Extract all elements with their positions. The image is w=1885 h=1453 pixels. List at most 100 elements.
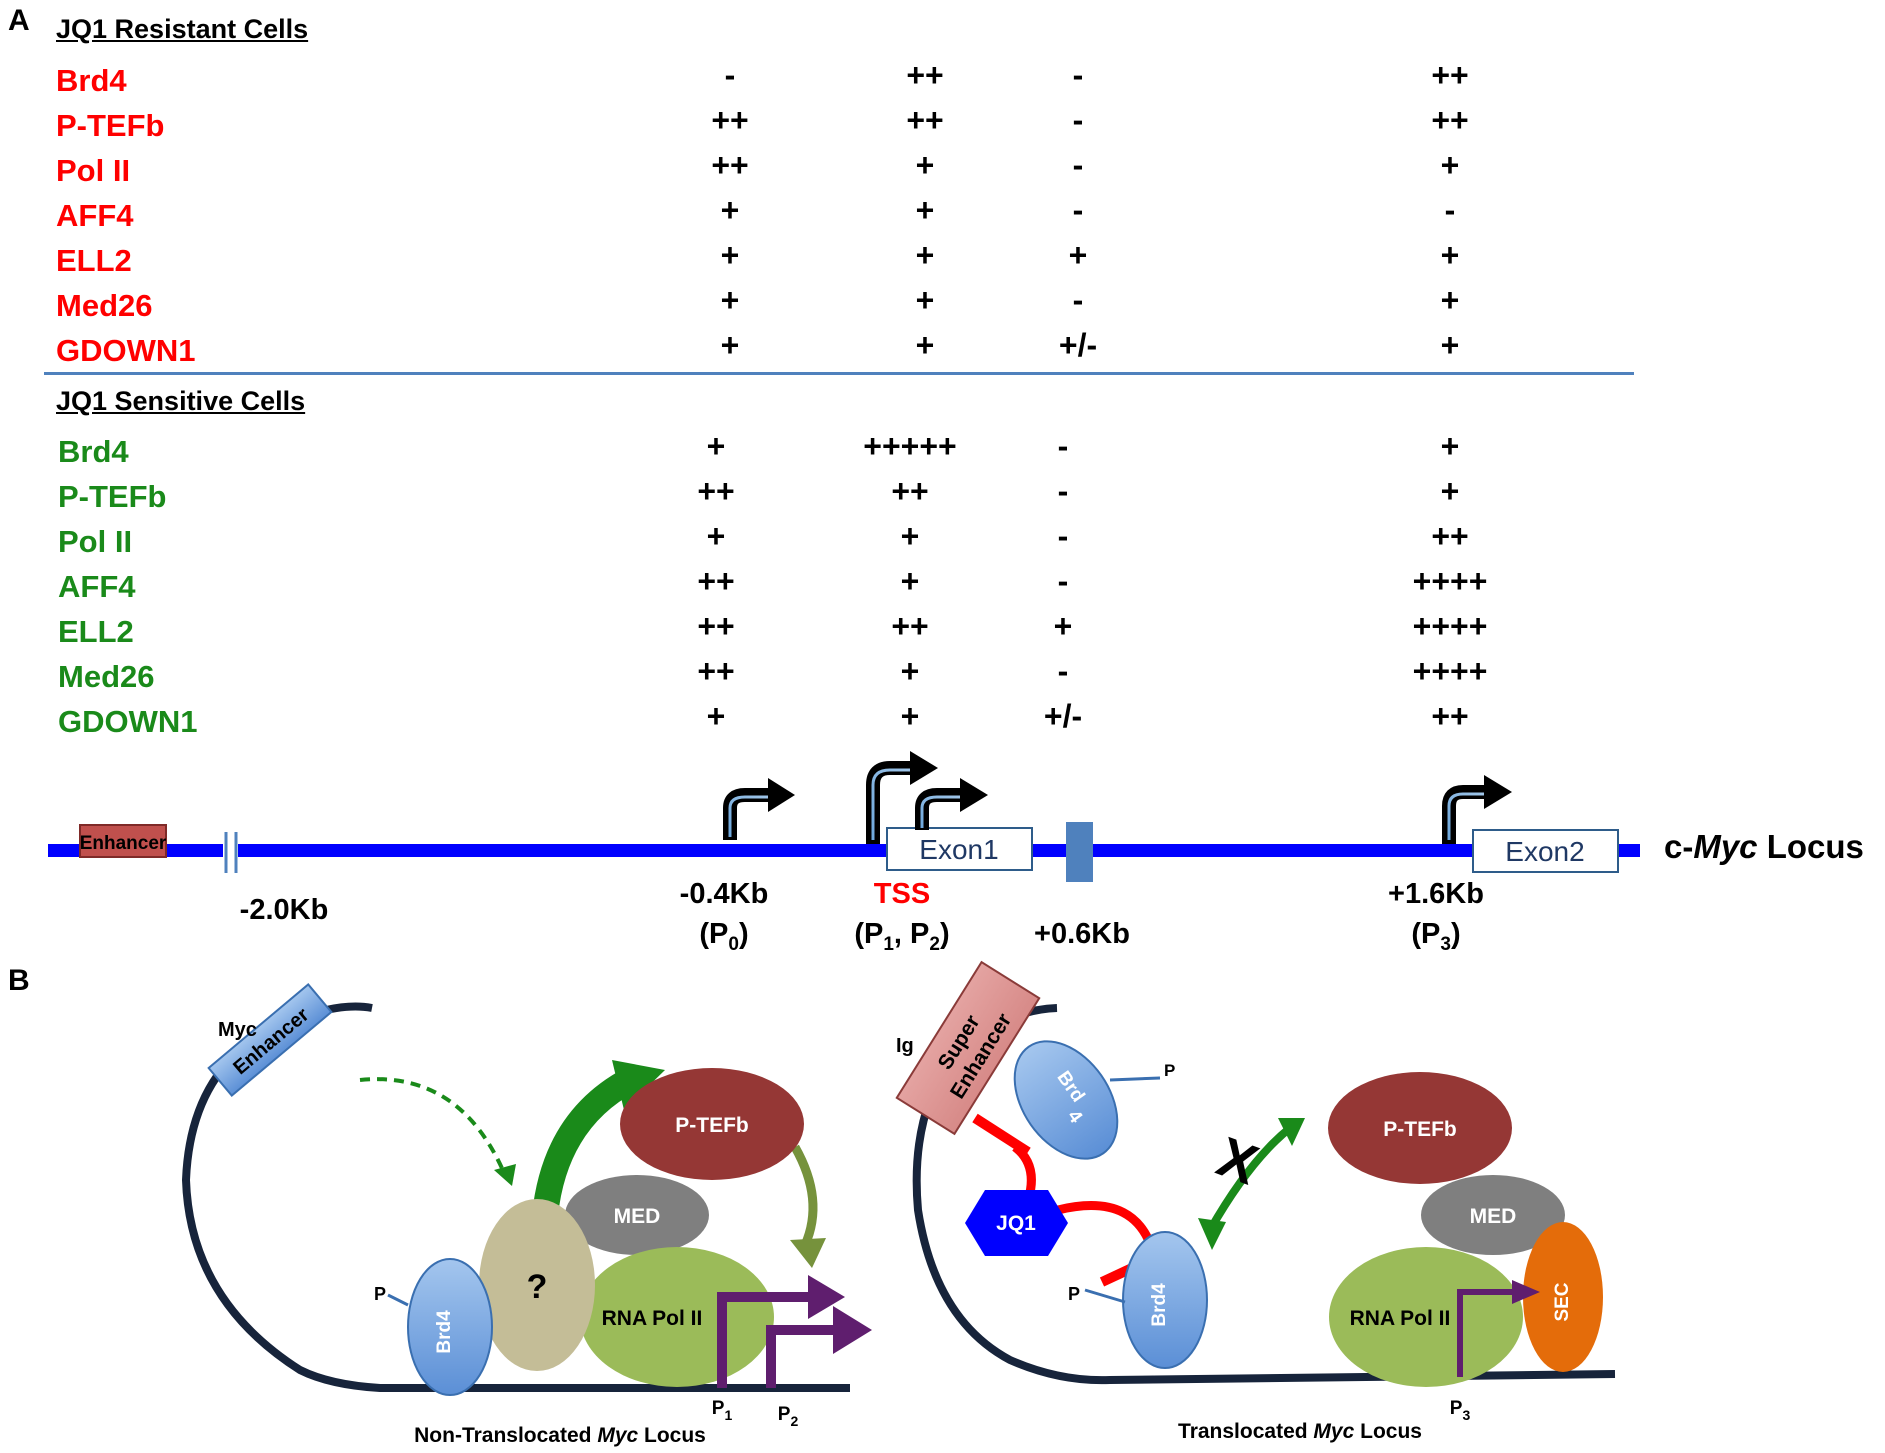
- right-brd4-label: Brd4: [1149, 1283, 1170, 1327]
- cell-p0: +: [720, 327, 740, 363]
- divider-line: [44, 372, 1634, 375]
- right-green-double-arrow: [1206, 1124, 1293, 1232]
- right-med-label: MED: [1470, 1205, 1517, 1228]
- left-olive-arrow: [791, 1144, 818, 1247]
- left-p2-arrow: [766, 1325, 835, 1388]
- right-ptefb: [1328, 1072, 1512, 1184]
- protein-label: Pol II: [58, 524, 133, 559]
- cell-p06: -: [1057, 653, 1069, 689]
- cell-p0: +: [706, 428, 726, 464]
- cell-tss: +++++: [863, 428, 957, 464]
- cell-p3: +: [1440, 428, 1460, 464]
- right-ptefb-label: P-TEFb: [1383, 1118, 1457, 1141]
- right-green-arrowhead-top: [1278, 1118, 1305, 1146]
- cell-tss: +: [900, 698, 920, 734]
- left-myc-label: Myc: [218, 1019, 257, 1041]
- protein-label: GDOWN1: [56, 333, 196, 368]
- right-jq1-label: JQ1: [996, 1212, 1036, 1235]
- left-ptefb: [620, 1068, 804, 1180]
- protein-label: ELL2: [58, 614, 134, 649]
- cell-p06: -: [1057, 473, 1069, 509]
- protein-label: AFF4: [58, 569, 136, 604]
- panel-a-letter: A: [8, 4, 30, 37]
- protein-label: Med26: [58, 659, 155, 694]
- cell-tss: +: [900, 518, 920, 554]
- cell-p0: +: [720, 237, 740, 273]
- cell-p3: ++: [1431, 518, 1469, 554]
- cell-p06: +/-: [1058, 327, 1098, 363]
- right-super-enhancer: Super Enhancer: [895, 960, 1041, 1136]
- left-p1-arrow: [717, 1292, 810, 1388]
- cell-p3: -: [1444, 192, 1456, 228]
- protein-label: ELL2: [56, 243, 132, 278]
- cell-p06: -: [1072, 192, 1084, 228]
- exon1-box: [886, 827, 1033, 871]
- cell-p0: ++: [697, 563, 735, 599]
- cell-tss: +: [915, 327, 935, 363]
- left-brd4-label: Brd4: [434, 1310, 455, 1354]
- right-inhibit-bar-top: [972, 1113, 1031, 1157]
- cell-tss: +: [900, 653, 920, 689]
- right-p3-label: P3: [1450, 1398, 1471, 1423]
- cell-p3: ++: [1431, 102, 1469, 138]
- right-green-arrowhead-bottom: [1198, 1218, 1226, 1250]
- myc-locus-diagram: Enhancer Exon1 Exon2: [48, 751, 1640, 882]
- right-sec-label: SEC: [1552, 1282, 1573, 1321]
- cell-p06: -: [1072, 102, 1084, 138]
- pos-minus2: -2.0Kb: [239, 894, 329, 926]
- protein-label: Brd4: [56, 63, 127, 98]
- right-med: [1421, 1175, 1565, 1255]
- right-phospho-label: P: [1068, 1284, 1080, 1304]
- cell-p06: +/-: [1043, 698, 1083, 734]
- resistant-title: JQ1 Resistant Cells: [56, 14, 309, 44]
- left-unknown-label: ?: [527, 1268, 548, 1306]
- right-p3-arrowhead: [1512, 1280, 1540, 1304]
- cell-p3: +: [1440, 473, 1460, 509]
- pos-p0: -0.4Kb (P0): [679, 878, 769, 955]
- cell-tss: +: [915, 282, 935, 318]
- arrow-p3-icon: [1442, 775, 1512, 844]
- left-green-arrowhead: [612, 1060, 665, 1110]
- cell-p3: ++++: [1412, 563, 1488, 599]
- right-phospho-top-line: [1109, 1076, 1161, 1082]
- cell-p06: -: [1072, 282, 1084, 318]
- cell-p3: +: [1440, 327, 1460, 363]
- cell-p3: +: [1440, 282, 1460, 318]
- protein-label: Pol II: [56, 153, 131, 188]
- enhancer-box: [79, 824, 167, 858]
- cell-p0: ++: [711, 102, 749, 138]
- cell-p0: +: [706, 518, 726, 554]
- panel-b-diagram: Enhancer Myc P-TEFb MED RNA Pol II ? Brd…: [181, 960, 1616, 1447]
- protein-label: Med26: [56, 288, 153, 323]
- pos-p3: +1.6Kb (P3): [1388, 878, 1484, 955]
- left-phospho-label: P: [374, 1284, 386, 1304]
- cell-p3: ++: [1431, 698, 1469, 734]
- right-brd4-top: [1013, 1040, 1119, 1160]
- cell-p0: +: [720, 192, 740, 228]
- cell-p3: ++: [1431, 57, 1469, 93]
- right-p3-arrow: [1457, 1289, 1515, 1377]
- cell-p06: -: [1072, 57, 1084, 93]
- left-ptefb-label: P-TEFb: [675, 1114, 749, 1137]
- cell-tss: ++: [891, 608, 929, 644]
- cell-p0: +: [706, 698, 726, 734]
- cell-p3: +: [1440, 237, 1460, 273]
- cell-p0: +: [720, 282, 740, 318]
- left-rnapol-label: RNA Pol II: [602, 1307, 703, 1330]
- left-p1-arrowhead: [808, 1275, 845, 1319]
- left-olive-arrowhead: [790, 1238, 826, 1268]
- pos-tss: TSS (P1, P2): [854, 878, 950, 955]
- cell-p0: ++: [697, 653, 735, 689]
- marker-p06: [1066, 822, 1093, 882]
- exon2-box: [1472, 829, 1619, 873]
- protein-label: AFF4: [56, 198, 134, 233]
- cell-p0: ++: [697, 473, 735, 509]
- cell-p06: -: [1057, 428, 1069, 464]
- cell-p06: -: [1057, 518, 1069, 554]
- cell-tss: ++: [891, 473, 929, 509]
- right-cross-icon: X: [1210, 1124, 1267, 1196]
- right-rnapol-label: RNA Pol II: [1350, 1307, 1451, 1330]
- locus-line: [48, 844, 1640, 857]
- cell-p0: ++: [697, 608, 735, 644]
